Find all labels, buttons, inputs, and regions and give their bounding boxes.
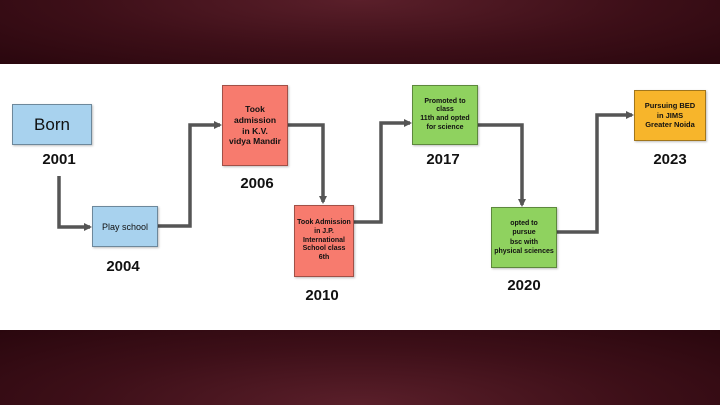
milestone-born-label: Born [34, 114, 70, 134]
connector-2010-2017 [354, 119, 412, 224]
connector-2017-2020 [478, 123, 526, 207]
connector-2020-2023 [557, 111, 634, 234]
milestone-class11-label: Promoted to class 11th and opted for sci… [420, 97, 470, 131]
milestone-bed-box: Pursuing BED in JIMS Greater Noida [634, 90, 706, 141]
milestone-bsc-box: opted to pursue bsc with physical scienc… [491, 207, 557, 268]
milestone-bed-label: Pursuing BED in JIMS Greater Noida [644, 100, 696, 130]
milestone-bsc-year: 2020 [507, 277, 541, 294]
milestone-play-school-box: Play school [92, 206, 158, 247]
milestone-jp-year: 2010 [305, 287, 339, 304]
milestone-kv-label: Took admission in K.V. vidya Mandir [229, 104, 281, 147]
milestone-jp-label: Took Admission in J.P. International Sch… [297, 219, 351, 262]
connector-2001-2004 [57, 176, 92, 231]
connector-2006-2010 [288, 123, 327, 204]
milestone-class11-year: 2017 [426, 151, 460, 168]
bottom-frame-band [0, 330, 720, 405]
milestone-bsc-label: opted to pursue bsc with physical scienc… [494, 220, 554, 255]
milestone-bed-year: 2023 [653, 151, 687, 168]
milestone-born-year: 2001 [42, 151, 76, 168]
milestone-play-school-year: 2004 [106, 258, 140, 275]
milestone-kv-box: Took admission in K.V. vidya Mandir [222, 85, 288, 166]
milestone-kv-year: 2006 [240, 175, 274, 192]
timeline-canvas [0, 64, 720, 330]
milestone-class11-box: Promoted to class 11th and opted for sci… [412, 85, 478, 145]
milestone-born-box: Born [12, 104, 92, 145]
connector-2004-2006 [158, 121, 222, 228]
milestone-jp-box: Took Admission in J.P. International Sch… [294, 205, 354, 277]
milestone-play-school-label: Play school [101, 221, 149, 232]
top-frame-band [0, 0, 720, 64]
